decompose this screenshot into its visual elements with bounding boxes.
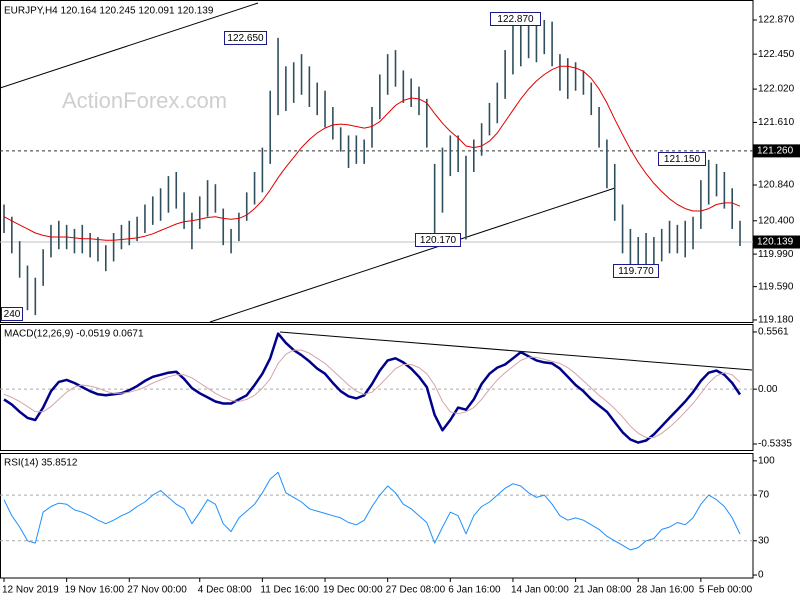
y-tick-label: 122.870	[758, 15, 795, 26]
y-tick-label: 119.990	[758, 249, 794, 260]
y-tick-label: 122.450	[758, 49, 795, 60]
y-tick-label: 120.400	[758, 215, 795, 226]
level-box	[753, 235, 800, 249]
indicator-line	[3, 332, 742, 444]
x-tick-label: 19 Nov 16:00	[65, 585, 125, 596]
y-tick-label: 0.00	[758, 384, 778, 395]
y-tick-label: 121.610	[758, 117, 795, 128]
channel-line	[0, 2, 259, 89]
x-tick-label: 4 Dec 08:00	[198, 585, 252, 596]
annotation-box	[415, 233, 461, 247]
annotation: 240	[4, 309, 21, 320]
annotation: 121.150	[664, 154, 701, 165]
x-tick-label: 11 Dec 16:00	[260, 585, 319, 596]
y-tick-label: 0.5561	[758, 327, 789, 338]
indicator-line	[3, 471, 741, 551]
x-tick-label: 27 Dec 08:00	[386, 585, 446, 596]
x-tick-label: 27 Nov 00:00	[127, 585, 187, 596]
rsi-panel	[0, 453, 754, 579]
chart-title: EURJPY,H4 120.164 120.245 120.091 120.13…	[4, 6, 214, 17]
moving-average	[3, 65, 741, 241]
y-tick-label: 119.590	[758, 281, 794, 292]
y-tick-label: 120.840	[758, 180, 795, 191]
annotation-box	[613, 264, 659, 278]
annotation-box	[224, 31, 267, 45]
watermark: ActionForex.com	[62, 88, 227, 113]
annotations: 122.650 122.870 120.170 121.150 119.770 …	[1, 12, 706, 321]
price-panel	[0, 0, 754, 323]
channel-line	[209, 187, 616, 323]
x-tick-label: 12 Nov 2019	[2, 585, 59, 596]
annotation: 119.770	[618, 266, 654, 277]
y-tick-label: -0.5335	[758, 439, 792, 450]
y-tick-label: 70	[758, 490, 770, 501]
trend-line	[279, 331, 753, 371]
y-tick-label: 0	[758, 570, 764, 581]
level-box	[753, 144, 800, 158]
x-tick-label: 14 Jan 00:00	[511, 585, 569, 596]
macd-title: MACD(12,26,9) -0.0519 0.0671	[4, 329, 144, 340]
indicator-line	[3, 349, 741, 438]
x-tick-label: 28 Jan 16:00	[636, 585, 694, 596]
macd-panel	[0, 324, 754, 451]
y-tick-label: 30	[758, 535, 770, 546]
y-tick-label: 100	[758, 455, 775, 466]
annotation-box	[1, 307, 23, 321]
annotation: 120.170	[420, 235, 457, 246]
rsi-title: RSI(14) 35.8512	[4, 458, 78, 469]
annotation-box	[490, 12, 541, 26]
level-label: 120.139	[757, 237, 794, 248]
y-tick-label: 122.020	[758, 84, 795, 95]
x-tick-label: 6 Jan 16:00	[448, 585, 501, 596]
x-tick-label: 21 Jan 08:00	[574, 585, 632, 596]
annotation: 122.870	[497, 14, 534, 25]
x-tick-label: 5 Feb 00:00	[699, 585, 753, 596]
annotation: 122.650	[227, 33, 264, 44]
level-label: 121.260	[757, 146, 794, 157]
x-tick-label: 19 Dec 00:00	[323, 585, 383, 596]
plot: 122.870 122.450 122.020 121.610 120.840 120.4…	[0, 15, 800, 596]
annotation-box	[658, 152, 706, 166]
y-tick-label: 119.180	[758, 315, 794, 326]
